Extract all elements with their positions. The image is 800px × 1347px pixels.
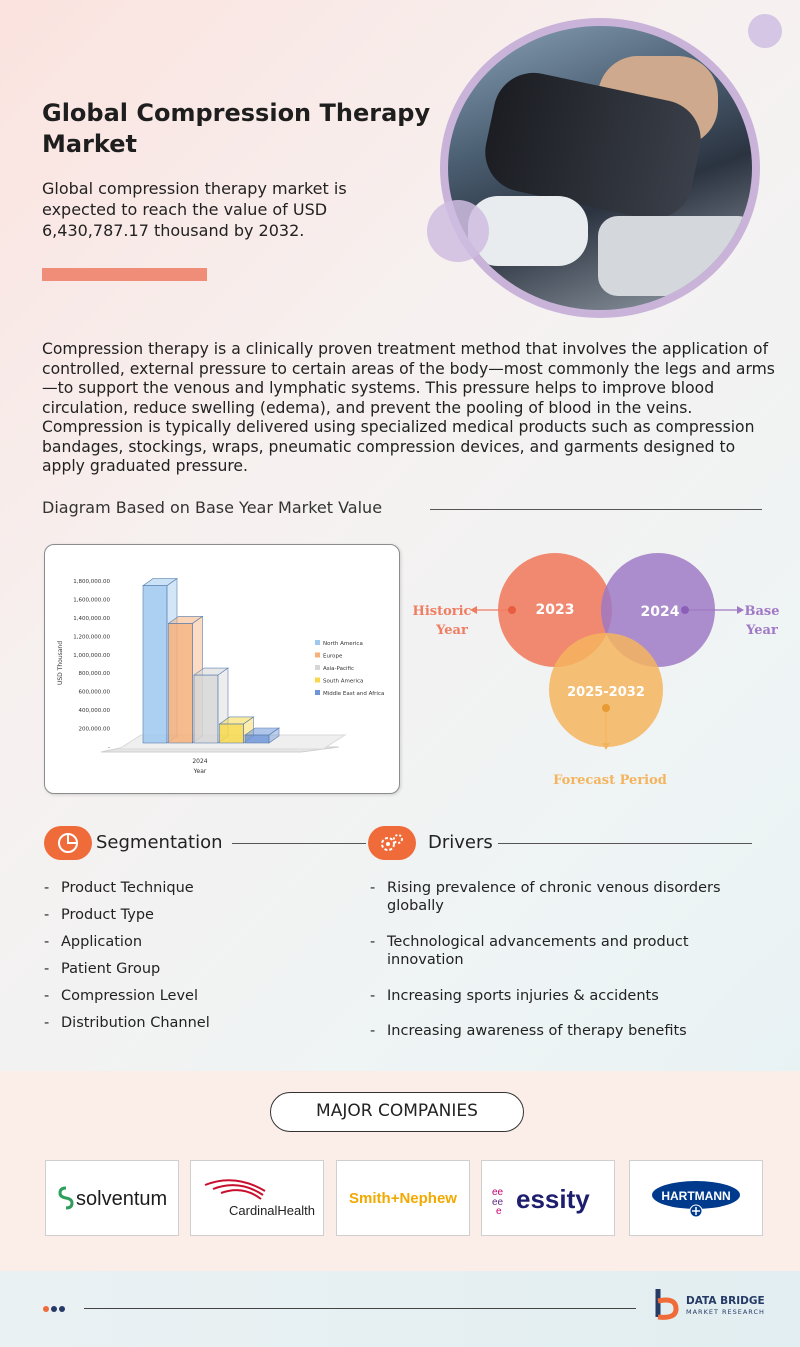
y-tick-label: 800,000.00 <box>79 671 111 677</box>
venn-forecast-label: Forecast Period <box>553 773 667 788</box>
list-item: - Product Type <box>44 907 154 923</box>
list-item: - Product Technique <box>44 880 194 896</box>
list-item: - Increasing awareness of therapy benefit… <box>370 1023 687 1039</box>
y-tick-label: 200,000.00 <box>79 727 111 733</box>
divider <box>498 843 752 844</box>
legend-label: Asia-Pacific <box>323 666 354 672</box>
list-item: - Distribution Channel <box>44 1015 210 1031</box>
bar-side <box>268 727 280 744</box>
legend-swatch <box>315 677 320 683</box>
dots-icon <box>43 1306 65 1312</box>
hero-ring <box>440 18 760 318</box>
decor-circle <box>748 14 782 48</box>
y-tick-label: 600,000.00 <box>79 690 111 696</box>
list-item: - Application <box>44 934 143 950</box>
companies-title: MAJOR COMPANIES <box>270 1092 524 1132</box>
venn-historic-year: 2023 <box>536 602 575 618</box>
page-title: Global Compression Therapy Market <box>42 99 431 158</box>
list-item: - Technological advancements and product … <box>370 934 689 968</box>
divider <box>232 843 366 844</box>
y-tick-label: 1,200,000.00 <box>73 634 110 640</box>
legend-swatch <box>315 652 320 658</box>
bar <box>193 674 219 744</box>
timeline-venn: 2023 2024 2025-2032 Historic Year Base Y… <box>413 553 780 788</box>
bar <box>142 585 168 744</box>
venn-base-year: 2024 <box>641 604 680 620</box>
legend-label: Europe <box>323 654 343 660</box>
brand-name: DATA BRIDGE <box>686 1295 765 1307</box>
legend-label: South America <box>323 679 363 685</box>
gears-icon <box>368 826 416 860</box>
svg-text:CardinalHealth: CardinalHealth <box>229 1203 315 1218</box>
smith-nephew-logo: Smith+Nephew <box>336 1160 470 1236</box>
legend-swatch <box>315 690 320 695</box>
segmentation-title: Segmentation <box>96 832 223 853</box>
bar <box>168 623 193 744</box>
legend-label: North America <box>323 641 363 647</box>
bar-chart: - 200,000.00 400,000.00 600,000.00 800,000.0… <box>57 578 384 775</box>
venn-base-label-2: Year <box>745 623 778 638</box>
venn-historic-label-2: Year <box>435 623 468 638</box>
pie-chart-icon <box>44 826 92 860</box>
solventum-logo: solventum <box>45 1160 179 1236</box>
y-tick-label: 1,400,000.00 <box>73 616 110 622</box>
brand-subtitle: MARKET RESEARCH <box>686 1308 765 1316</box>
market-summary: Global compression therapy market is exp… <box>42 179 347 240</box>
y-tick-label: - <box>108 745 110 751</box>
svg-text:ee: ee <box>492 1197 504 1208</box>
footer <box>0 1271 800 1347</box>
x-axis-label: Year <box>193 768 207 775</box>
legend-label: Middle East and Africa <box>323 691 384 697</box>
hartmann-logo: HARTMANN <box>629 1160 763 1236</box>
decor-circle <box>427 200 489 262</box>
drivers-list: - Rising prevalence of chronic venous dis… <box>370 879 750 1040</box>
list-item: - Compression Level <box>44 988 198 1004</box>
y-tick-label: 1,600,000.00 <box>73 597 110 603</box>
bar <box>244 734 270 744</box>
segmentation-list: - Product Technique - Product Type - Applic… <box>44 879 344 1041</box>
svg-text:solventum: solventum <box>76 1188 167 1210</box>
venn-forecast-range: 2025-2032 <box>567 685 645 700</box>
list-item: - Patient Group <box>44 961 161 977</box>
svg-text:Smith+Nephew: Smith+Nephew <box>349 1190 457 1207</box>
essity-logo: ee ee e essity <box>481 1160 615 1236</box>
y-tick-label: 1,800,000.00 <box>73 579 110 585</box>
divider <box>430 509 762 510</box>
list-item: - Increasing sports injuries & accidents <box>370 988 659 1004</box>
legend-swatch <box>315 640 320 645</box>
svg-text:essity: essity <box>516 1184 590 1214</box>
market-description: Compression therapy is a clinically prov… <box>42 340 775 475</box>
y-tick-label: 1,000,000.00 <box>73 653 110 659</box>
drivers-title: Drivers <box>428 832 493 853</box>
divider <box>84 1308 636 1309</box>
hero-photo <box>448 26 752 310</box>
list-item: - Rising prevalence of chronic venous dis… <box>370 880 721 914</box>
venn-base-label-1: Base <box>744 604 779 619</box>
svg-text:HARTMANN: HARTMANN <box>661 1189 730 1203</box>
venn-forecast-circle <box>549 633 663 747</box>
x-tick-label: 2024 <box>192 758 207 765</box>
legend-swatch <box>315 665 320 670</box>
cardinal-health-logo: CardinalHealth <box>190 1160 324 1236</box>
svg-text:e: e <box>496 1206 502 1217</box>
bar-chart-panel: - 200,000.00 400,000.00 600,000.00 800,000.0… <box>44 544 400 794</box>
data-bridge-logo-icon <box>655 1289 679 1320</box>
venn-historic-label-1: Historic <box>413 604 472 619</box>
bar <box>219 723 244 744</box>
diagram-heading: Diagram Based on Base Year Market Value <box>42 498 383 517</box>
accent-bar <box>42 268 207 281</box>
y-axis-label: USD Thousand <box>57 641 64 685</box>
svg-text:ee: ee <box>492 1187 504 1198</box>
y-tick-label: 400,000.00 <box>79 708 111 714</box>
